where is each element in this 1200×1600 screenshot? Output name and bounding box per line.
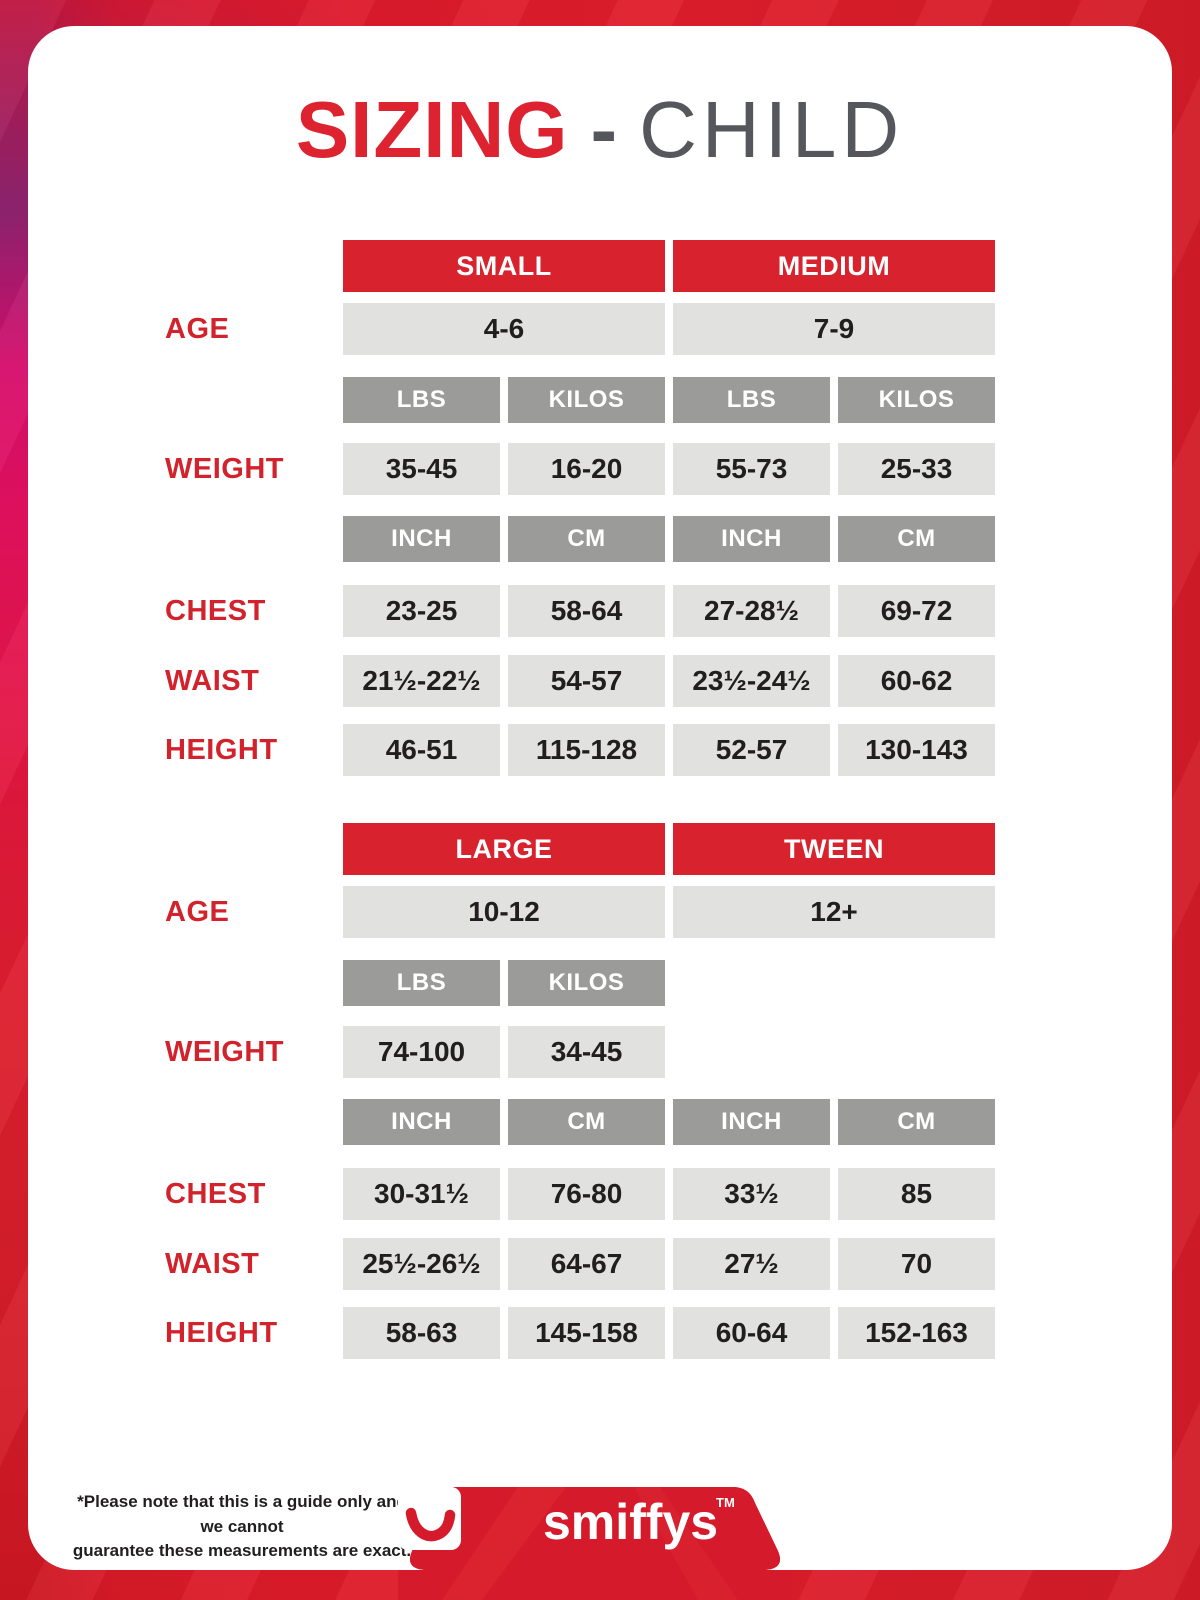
size-header-tween: TWEEN	[673, 823, 995, 875]
unit-header-kilos: KILOS	[838, 377, 995, 423]
unit-header-inch: INCH	[673, 516, 830, 562]
chest-row: CHEST 30-31½ 76-80 33½ 85	[165, 1168, 995, 1220]
waist-value: 25½-26½	[343, 1238, 500, 1290]
height-row: HEIGHT 58-63 145-158 60-64 152-163	[165, 1307, 995, 1359]
unit-header-inch: INCH	[343, 1099, 500, 1145]
unit-header-inch: INCH	[673, 1099, 830, 1145]
brand-wordmark: smiffys	[543, 1494, 719, 1550]
age-row: AGE 10-12 12+	[165, 886, 995, 938]
height-value: 60-64	[673, 1307, 830, 1359]
height-row: HEIGHT 46-51 115-128 52-57 130-143	[165, 724, 995, 776]
weight-value: 35-45	[343, 443, 500, 495]
unit-header-cm: CM	[838, 1099, 995, 1145]
age-value-large: 10-12	[343, 886, 665, 938]
unit-header-lbs: LBS	[343, 960, 500, 1006]
page-title: SIZING - CHILD	[28, 84, 1172, 176]
height-value: 115-128	[508, 724, 665, 776]
brand-tab-shape	[398, 1487, 792, 1600]
weight-value: 74-100	[343, 1026, 500, 1078]
waist-value: 64-67	[508, 1238, 665, 1290]
chest-value: 69-72	[838, 585, 995, 637]
chest-value: 76-80	[508, 1168, 665, 1220]
dimension-units-row: INCH CM INCH CM	[165, 1099, 995, 1145]
row-label-waist: WAIST	[165, 664, 260, 697]
row-label-age: AGE	[165, 312, 230, 345]
weight-value: 16-20	[508, 443, 665, 495]
waist-value: 27½	[673, 1238, 830, 1290]
row-label-chest: CHEST	[165, 594, 266, 627]
weight-value: 55-73	[673, 443, 830, 495]
weight-value: 25-33	[838, 443, 995, 495]
height-value: 130-143	[838, 724, 995, 776]
row-label-weight: WEIGHT	[165, 1035, 284, 1068]
age-row: AGE 4-6 7-9	[165, 303, 995, 355]
row-label-height: HEIGHT	[165, 733, 278, 766]
size-table-small-medium: SMALL MEDIUM AGE 4-6 7-9 LBS KILOS LBS K…	[165, 240, 995, 776]
brand-tab: smiffys TM	[398, 1487, 792, 1600]
waist-row: WAIST 21½-22½ 54-57 23½-24½ 60-62	[165, 655, 995, 707]
weight-row: WEIGHT 35-45 16-20 55-73 25-33	[165, 443, 995, 495]
disclaimer-line-2: guarantee these measurements are exact.	[72, 1541, 412, 1561]
waist-row: WAIST 25½-26½ 64-67 27½ 70	[165, 1238, 995, 1290]
height-value: 152-163	[838, 1307, 995, 1359]
waist-value: 23½-24½	[673, 655, 830, 707]
row-label-chest: CHEST	[165, 1177, 266, 1210]
weight-row: WEIGHT 74-100 34-45	[165, 1026, 995, 1078]
unit-header-kilos: KILOS	[508, 960, 665, 1006]
chest-value: 33½	[673, 1168, 830, 1220]
dimension-units-row: INCH CM INCH CM	[165, 516, 995, 562]
sizing-card: SIZING - CHILD SMALL MEDIUM AGE 4-6 7-9 …	[28, 26, 1172, 1570]
age-value-small: 4-6	[343, 303, 665, 355]
title-dash: -	[590, 85, 618, 174]
row-label-age: AGE	[165, 895, 230, 928]
title-sizing: SIZING	[295, 85, 569, 174]
row-label-height: HEIGHT	[165, 1316, 278, 1349]
weight-value: 34-45	[508, 1026, 665, 1078]
height-value: 58-63	[343, 1307, 500, 1359]
size-table-large-tween: LARGE TWEEN AGE 10-12 12+ LBS KILOS WEIG…	[165, 823, 995, 1359]
chest-value: 30-31½	[343, 1168, 500, 1220]
unit-header-inch: INCH	[343, 516, 500, 562]
size-header-small: SMALL	[343, 240, 665, 292]
title-child: CHILD	[639, 85, 905, 174]
waist-value: 54-57	[508, 655, 665, 707]
smiffys-smile-icon	[398, 1487, 461, 1550]
unit-header-cm: CM	[508, 1099, 665, 1145]
chest-value: 58-64	[508, 585, 665, 637]
waist-value: 60-62	[838, 655, 995, 707]
disclaimer-line-1: *Please note that this is a guide only a…	[77, 1492, 407, 1536]
size-header-row: SMALL MEDIUM	[165, 240, 995, 292]
weight-units-row: LBS KILOS LBS KILOS	[165, 377, 995, 423]
height-value: 145-158	[508, 1307, 665, 1359]
row-label-waist: WAIST	[165, 1247, 260, 1280]
size-header-large: LARGE	[343, 823, 665, 875]
age-value-medium: 7-9	[673, 303, 995, 355]
chest-value: 23-25	[343, 585, 500, 637]
disclaimer-note: *Please note that this is a guide only a…	[66, 1490, 418, 1564]
size-header-row: LARGE TWEEN	[165, 823, 995, 875]
unit-header-kilos: KILOS	[508, 377, 665, 423]
row-label-weight: WEIGHT	[165, 452, 284, 485]
waist-value: 21½-22½	[343, 655, 500, 707]
size-header-medium: MEDIUM	[673, 240, 995, 292]
height-value: 52-57	[673, 724, 830, 776]
unit-header-cm: CM	[508, 516, 665, 562]
chest-value: 85	[838, 1168, 995, 1220]
trademark-symbol: TM	[716, 1495, 735, 1510]
waist-value: 70	[838, 1238, 995, 1290]
chest-value: 27-28½	[673, 585, 830, 637]
unit-header-lbs: LBS	[343, 377, 500, 423]
unit-header-lbs: LBS	[673, 377, 830, 423]
height-value: 46-51	[343, 724, 500, 776]
unit-header-cm: CM	[838, 516, 995, 562]
age-value-tween: 12+	[673, 886, 995, 938]
chest-row: CHEST 23-25 58-64 27-28½ 69-72	[165, 585, 995, 637]
weight-units-row: LBS KILOS	[165, 960, 995, 1006]
